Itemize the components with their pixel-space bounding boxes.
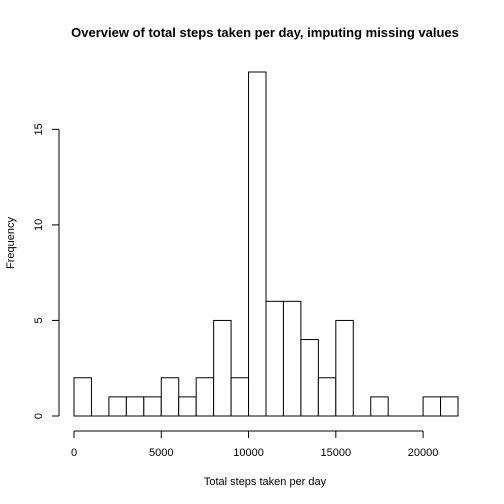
histogram-bar: [213, 319, 232, 417]
histogram-bar: [230, 377, 250, 417]
y-axis: 0 5 10 15: [33, 123, 60, 419]
histogram-bar: [143, 396, 162, 417]
histogram-bar: [335, 319, 354, 417]
histogram-bar: [73, 377, 92, 417]
y-tick-label: 10: [33, 219, 45, 231]
histogram-bar: [195, 377, 215, 417]
histogram-bars: [73, 71, 459, 417]
histogram-bar: [125, 396, 145, 417]
histogram-bar: [178, 396, 197, 417]
histogram-bar: [265, 300, 284, 417]
x-tick-label: 20000: [408, 447, 439, 459]
histogram-bar: [422, 396, 442, 417]
histogram-bar: [108, 396, 127, 417]
histogram-bar: [248, 71, 267, 417]
x-tick-label: 15000: [321, 447, 352, 459]
histogram-bar: [300, 339, 319, 417]
histogram-bar: [317, 377, 337, 417]
y-tick-label: 15: [33, 123, 45, 135]
y-axis-label: Frequency: [5, 217, 17, 269]
y-tick-label: 5: [33, 317, 45, 323]
x-tick-label: 5000: [149, 447, 173, 459]
x-tick-label: 0: [71, 447, 77, 459]
histogram-bar: [282, 300, 302, 417]
chart-title: Overview of total steps taken per day, i…: [71, 25, 459, 40]
x-tick-label: 10000: [233, 447, 264, 459]
histogram-bar: [160, 377, 180, 417]
y-tick-label: 0: [33, 413, 45, 419]
histogram-bar: [440, 396, 459, 417]
histogram-bar: [370, 396, 389, 417]
x-axis-label: Total steps taken per day: [204, 476, 327, 488]
x-axis: 0 5000 10000 15000 20000: [71, 430, 439, 459]
